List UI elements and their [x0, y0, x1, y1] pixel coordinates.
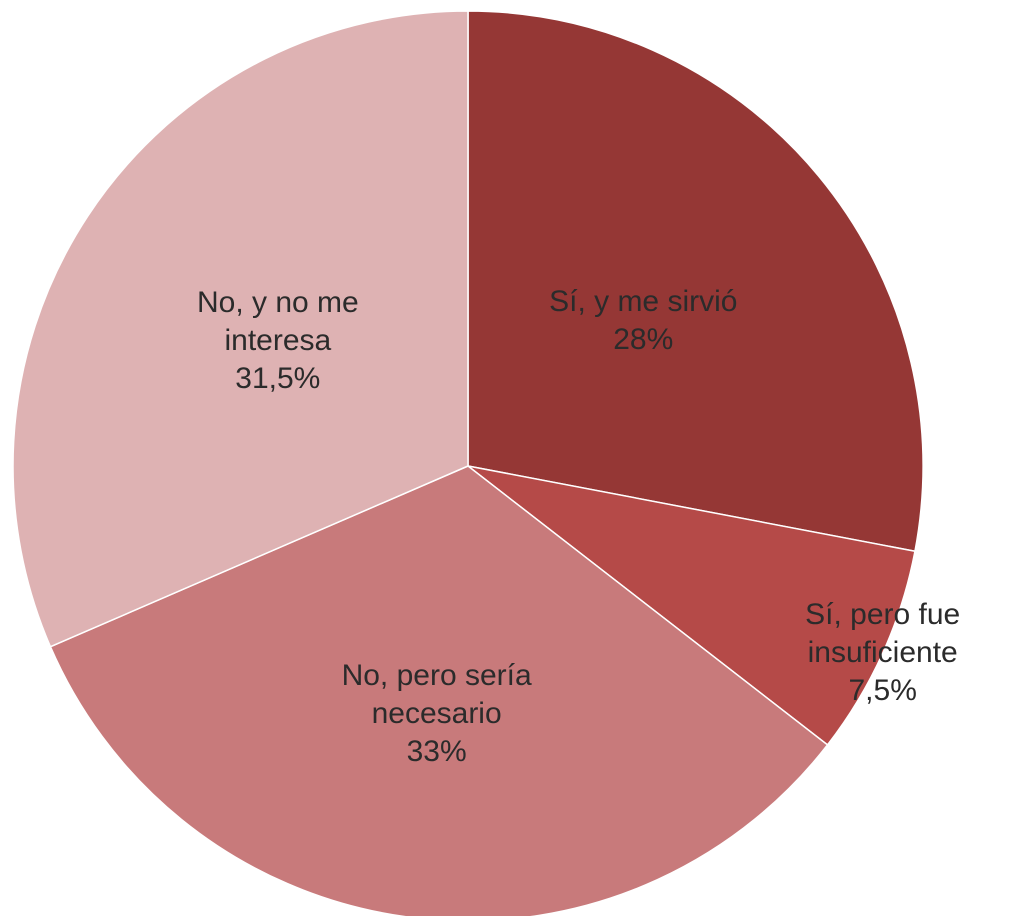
pie-slice [49, 465, 829, 916]
value-label: 7,5% [848, 674, 917, 708]
value-label: 33% [406, 735, 467, 769]
pie-slice [467, 465, 916, 746]
slice-label: No, pero sería necesario 33% [312, 657, 562, 771]
category-label: Sí, y me sirvió [549, 284, 738, 318]
category-label: No, pero sería necesario [341, 659, 532, 731]
pie-slice [467, 10, 924, 553]
pie-slice [12, 10, 469, 648]
slice-label: Sí, pero fue insuficiente 7,5% [783, 596, 983, 710]
category-label: Sí, pero fue insuficiente [805, 598, 961, 670]
category-label: No, y no me interesa [196, 286, 359, 358]
value-label: 28% [613, 322, 674, 356]
slice-label: Sí, y me sirvió 28% [503, 283, 783, 359]
value-label: 31,5% [235, 362, 321, 396]
slice-label: No, y no me interesa 31,5% [178, 284, 378, 398]
